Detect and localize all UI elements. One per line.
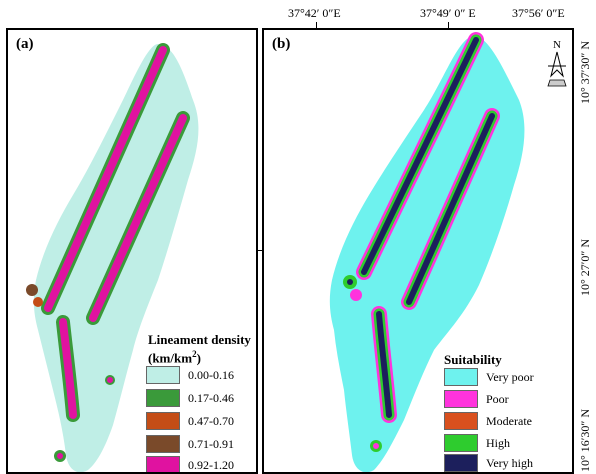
legend-item-a: 0.17-0.46 <box>146 389 234 407</box>
legend-item-b: Very poor <box>444 368 534 386</box>
legend-title-b: Suitability <box>444 352 502 367</box>
legend-swatch <box>146 389 180 407</box>
north-letter: N <box>553 39 561 51</box>
longitude-tick <box>316 22 317 28</box>
longitude-label-2: 37°49′ 0″ E <box>420 6 476 20</box>
legend-swatch <box>444 434 478 452</box>
legend-swatch <box>444 390 478 408</box>
latitude-label-2: 10° 27′0″ N <box>578 238 592 296</box>
longitude-label-3: 37°56′ 0″E <box>512 6 565 20</box>
lineament-density-map <box>26 43 199 472</box>
legend-item-b: Moderate <box>444 412 532 430</box>
legend-item-b: High <box>444 434 510 452</box>
legend-item-a: 0.00-0.16 <box>146 366 234 384</box>
panel-label-b: (b) <box>272 36 291 52</box>
legend-swatch <box>444 454 478 472</box>
legend-swatch <box>146 456 180 472</box>
suitability-map <box>329 32 525 472</box>
legend-swatch <box>146 412 180 430</box>
legend-item-b: Very high <box>444 454 533 472</box>
legend-swatch <box>146 366 180 384</box>
latitude-tick <box>256 250 262 251</box>
longitude-label-1: 37°42′ 0″E <box>288 6 341 20</box>
legend-item-a: 0.47-0.70 <box>146 412 234 430</box>
longitude-tick <box>448 22 449 28</box>
legend-item-b: Poor <box>444 390 509 408</box>
latitude-label-1: 10° 37′30″ N <box>578 40 592 104</box>
legend-swatch <box>444 368 478 386</box>
legend-swatch <box>146 435 180 453</box>
north-arrow-icon: N <box>547 39 567 87</box>
legend-item-a: 0.92-1.20 <box>146 456 234 472</box>
latitude-label-3: 10° 16′30″ N <box>578 408 592 472</box>
legend-item-a: 0.71-0.91 <box>146 435 234 453</box>
panel-label-a: (a) <box>16 36 34 52</box>
legend-title-a: Lineament density (km/km2) <box>148 332 251 366</box>
map-panel-b: (b) Suitability Very poor Poor Moderate … <box>262 28 574 474</box>
legend-swatch <box>444 412 478 430</box>
map-panel-a: (a) Lineament density (km/km2) 0.00-0.16… <box>6 28 258 474</box>
